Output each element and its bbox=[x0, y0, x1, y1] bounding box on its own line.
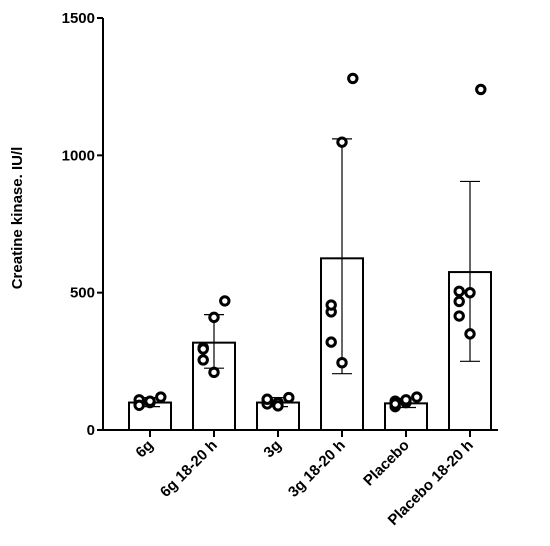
x-tick-label: 6g 18-20 h bbox=[157, 437, 221, 501]
y-axis-title: Creatine kinase. IU/l bbox=[9, 147, 26, 290]
x-tick-label: 3g 18-20 h bbox=[285, 437, 349, 501]
data-point bbox=[325, 336, 337, 348]
data-point bbox=[283, 391, 295, 404]
x-tick-label: Placebo bbox=[360, 437, 413, 490]
data-point bbox=[464, 328, 476, 340]
x-tick-label: 6g bbox=[132, 437, 156, 461]
data-point bbox=[155, 391, 167, 403]
data-point bbox=[219, 295, 231, 307]
data-point bbox=[144, 395, 156, 407]
data-point bbox=[208, 311, 220, 324]
data-point bbox=[389, 398, 401, 410]
data-point bbox=[325, 299, 337, 311]
data-point bbox=[208, 366, 220, 379]
y-tick-label: 1000 bbox=[62, 147, 95, 164]
y-tick-label: 1500 bbox=[62, 10, 95, 27]
data-point bbox=[197, 343, 209, 355]
data-point bbox=[272, 400, 284, 412]
data-point bbox=[261, 393, 273, 405]
data-point bbox=[347, 72, 359, 85]
data-point bbox=[475, 83, 487, 96]
error-bars bbox=[140, 138, 480, 409]
data-point bbox=[453, 295, 465, 308]
data-point bbox=[133, 399, 145, 411]
y-axis: 0 500 1000 1500 bbox=[62, 10, 104, 439]
data-point bbox=[411, 391, 423, 403]
data-point bbox=[400, 394, 412, 406]
y-tick-label: 500 bbox=[70, 285, 95, 302]
data-point bbox=[453, 285, 465, 297]
data-points bbox=[133, 72, 487, 413]
data-point bbox=[336, 357, 348, 369]
bars bbox=[128, 257, 492, 432]
data-point bbox=[464, 286, 476, 299]
x-tick-label: 3g bbox=[260, 437, 284, 461]
data-point bbox=[453, 310, 465, 322]
data-point bbox=[336, 136, 348, 148]
data-point bbox=[197, 354, 209, 366]
y-tick-label: 0 bbox=[87, 422, 95, 439]
